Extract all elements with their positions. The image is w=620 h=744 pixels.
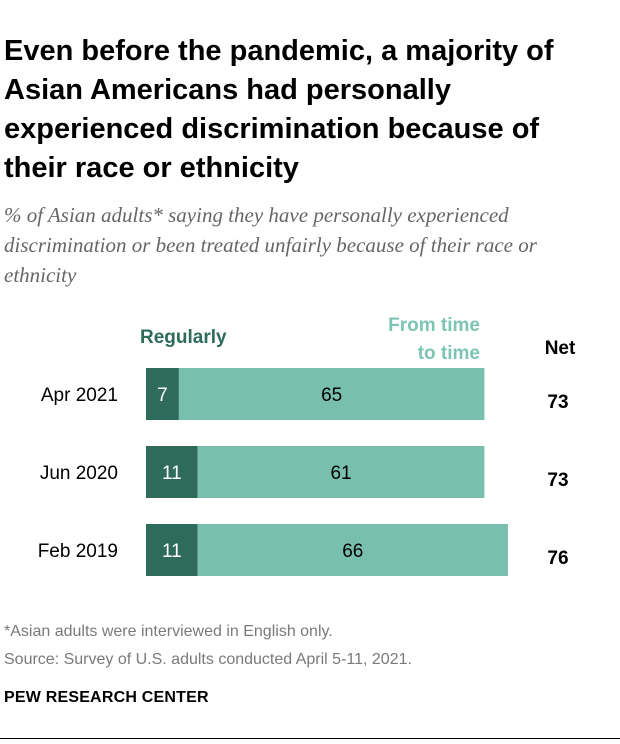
value-label-regularly: 11 [162,463,182,484]
bar-from-time [197,446,485,498]
legend-regularly: Regularly [140,327,227,348]
bar-regularly [146,368,179,420]
bar-regularly [146,446,198,498]
value-label-regularly: 7 [157,385,168,406]
value-label-from-time: 65 [321,385,342,406]
source-note: Source: Survey of U.S. adults conducted … [4,651,412,668]
net-header: Net [545,338,576,359]
category-label: Apr 2021 [41,385,118,406]
value-label-from-time: 66 [342,541,363,562]
value-label-regularly: 11 [162,541,182,562]
legend-from-time-line1: From time [388,315,480,336]
net-value: 76 [547,548,568,569]
organization-label: PEW RESEARCH CENTER [4,689,209,706]
footnote: *Asian adults were interviewed in Englis… [4,623,333,640]
value-label-from-time: 61 [330,463,351,484]
bar-from-time [178,368,485,420]
bottom-rule [0,738,620,739]
net-value: 73 [547,470,568,491]
bar-regularly [146,524,198,576]
stacked-bar-chart: Regularly From time to time Net Apr 2021 7 65 7… [38,315,576,576]
category-label: Feb 2019 [38,541,118,562]
chart-title: Even before the pandemic, a majority of … [4,35,554,184]
net-value: 73 [547,392,568,413]
legend-from-time-line2: to time [418,343,480,364]
bar-from-time [197,524,508,576]
chart-subtitle: % of Asian adults* saying they have pers… [4,203,537,287]
category-label: Jun 2020 [40,463,118,484]
